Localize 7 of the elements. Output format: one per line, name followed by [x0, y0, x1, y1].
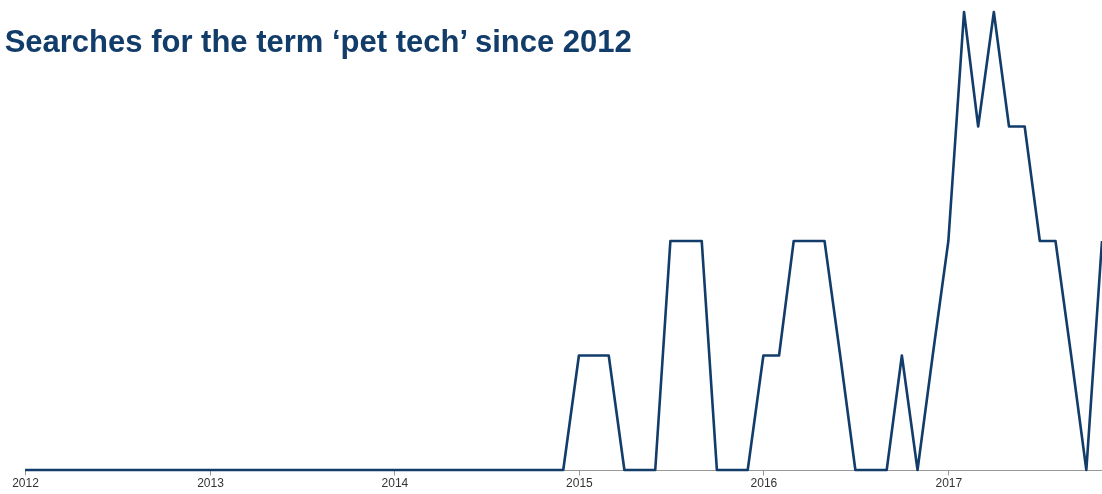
x-tick-label: 2013 [197, 475, 225, 490]
x-tick-label: 2012 [12, 475, 40, 490]
x-tick-label: 2015 [566, 475, 594, 490]
x-tick-label: 2014 [381, 475, 409, 490]
chart-title: Searches for the term ‘pet tech’ since 2012 [4, 23, 632, 59]
x-tick-label: 2017 [935, 475, 963, 490]
x-tick-label: 2016 [750, 475, 778, 490]
